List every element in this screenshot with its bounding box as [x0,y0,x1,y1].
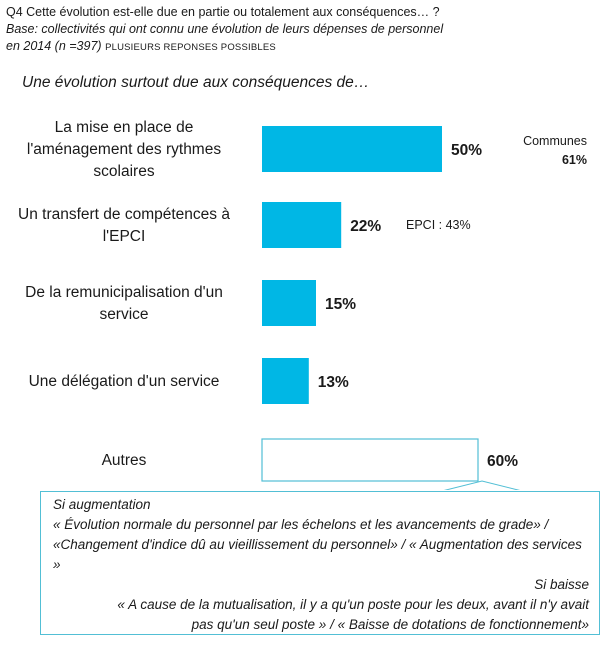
base-text-line-2: en 2014 (n =397) PLUSIEURS REPONSES POSS… [6,38,606,56]
comments-callout: Si augmentation « Évolution normale du p… [40,491,600,635]
chart-header: Q4 Cette évolution est-elle due en parti… [6,4,606,56]
bar [262,126,442,172]
category-label: service [99,306,148,323]
annotation-label: EPCI : 43% [406,218,471,232]
bar-chart: La mise en place de l'aménagement des ryt… [18,119,587,490]
category-label: l'aménagement des rythmes [27,141,221,158]
value-label: 22% [350,218,381,235]
value-label: 15% [325,296,356,313]
bar [262,280,316,326]
category-label: Une délégation d'un service [29,373,220,390]
value-label: 13% [318,374,349,391]
category-label: Un transfert de compétences à [18,206,230,223]
category-label: l'EPCI [103,228,146,245]
question-text: Q4 Cette évolution est-elle due en parti… [6,5,440,19]
increase-title: Si augmentation [53,497,151,512]
decrease-text: « A cause de la mutualisation, il y a qu… [117,597,589,632]
increase-text: « Évolution normale du personnel par les… [53,517,582,572]
bar [261,438,479,482]
callout-pointer [443,480,521,490]
bar [262,358,309,404]
base-text-line-1: Base: collectivités qui ont connu une év… [6,22,444,36]
annotation-label: Communes [523,134,587,148]
decrease-title: Si baisse [534,577,589,592]
category-label: De la remunicipalisation d'un [25,284,223,301]
category-label: La mise en place de [55,119,194,136]
category-label: Autres [102,452,147,469]
value-label: 60% [487,453,518,470]
chart-subtitle: Une évolution surtout due aux conséquenc… [22,74,370,91]
value-label: 50% [451,142,482,159]
bar [262,202,342,248]
base-sample: en 2014 (n =397) [6,39,102,53]
category-label: scolaires [93,163,154,180]
annotation-value: 61% [562,153,587,167]
multiple-answers-note: PLUSIEURS REPONSES POSSIBLES [105,42,276,53]
